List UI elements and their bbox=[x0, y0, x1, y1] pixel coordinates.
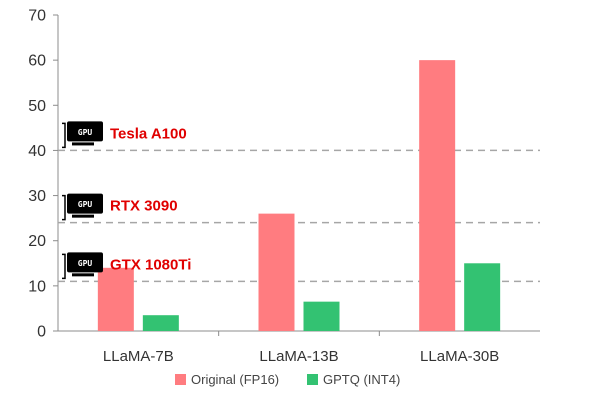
bar-int4 bbox=[464, 263, 501, 331]
bar-int4 bbox=[303, 301, 340, 331]
svg-text:GPU: GPU bbox=[78, 259, 93, 268]
bar-fp16 bbox=[419, 60, 456, 332]
y-tick-label: 40 bbox=[28, 143, 46, 160]
svg-text:GPU: GPU bbox=[78, 200, 93, 209]
chart-axes: 0 10 20 30 40 50 60 70 LLaMA-7B LLaMA-13B LLaMA-30… bbox=[28, 8, 540, 365]
legend-swatch bbox=[307, 374, 318, 385]
gpu-reference-label: Tesla A100 bbox=[110, 125, 187, 142]
legend-label: Original (FP16) bbox=[191, 372, 279, 387]
x-category-label: LLaMA-13B bbox=[259, 348, 338, 365]
gpu-card-icon: GPU bbox=[62, 193, 103, 221]
x-category-label: LLaMA-7B bbox=[103, 348, 174, 365]
gpu-reference-label: RTX 3090 bbox=[110, 198, 178, 215]
legend-swatch bbox=[175, 374, 186, 385]
chart-legend: Original (FP16) GPTQ (INT4) bbox=[175, 372, 400, 387]
gpu-reference-label: GTX 1080Ti bbox=[110, 256, 191, 273]
y-tick-label: 50 bbox=[28, 98, 46, 115]
y-tick-label: 70 bbox=[28, 8, 46, 25]
legend-label: GPTQ (INT4) bbox=[323, 372, 400, 387]
bar-fp16 bbox=[97, 267, 134, 331]
bar-int4 bbox=[142, 315, 179, 331]
svg-text:GPU: GPU bbox=[78, 128, 93, 137]
gpu-card-icon: GPU bbox=[62, 121, 103, 149]
y-tick-label: 20 bbox=[28, 233, 46, 250]
bar-fp16 bbox=[258, 213, 295, 331]
reference-labels: GPU Tesla A100 GPU RTX 3090 GPU GTX 1080Ti bbox=[62, 121, 191, 280]
reference-lines bbox=[58, 149, 540, 283]
y-tick-label: 30 bbox=[28, 188, 46, 205]
y-tick-label: 60 bbox=[28, 53, 46, 70]
chart-bars bbox=[97, 60, 501, 332]
gpu-card-icon: GPU bbox=[62, 252, 103, 280]
x-category-label: LLaMA-30B bbox=[420, 348, 499, 365]
y-tick-label: 10 bbox=[28, 278, 46, 295]
y-tick-label: 0 bbox=[37, 324, 46, 341]
